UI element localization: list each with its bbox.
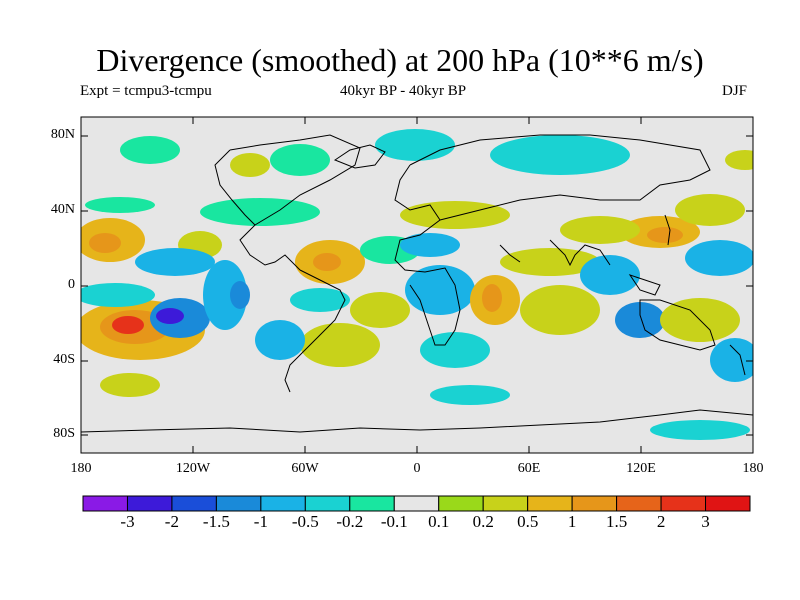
coastlines bbox=[81, 134, 753, 433]
colorbar-label: -1.5 bbox=[202, 512, 230, 531]
colorbar-swatch bbox=[571, 495, 618, 512]
lon-label-0: 0 bbox=[413, 461, 421, 476]
colorbar-swatch bbox=[82, 495, 128, 512]
lat-label-80n: 80N bbox=[50, 127, 75, 142]
colorbar-swatch bbox=[438, 495, 484, 512]
lon-label-120e: 120E bbox=[626, 461, 656, 476]
colorbar-label: 1 bbox=[567, 512, 577, 531]
colorbar-label: -2 bbox=[164, 512, 179, 531]
season-label: DJF bbox=[722, 83, 748, 99]
colorbar-label: 0.1 bbox=[428, 512, 450, 531]
colorbar-swatch bbox=[393, 495, 440, 512]
colorbar-label: 2 bbox=[656, 512, 666, 531]
colorbar-label: -0.2 bbox=[336, 512, 364, 531]
colorbar-label: 0.5 bbox=[517, 512, 539, 531]
map-ticks bbox=[81, 117, 753, 453]
colorbar-swatch bbox=[171, 495, 217, 512]
colorbar-swatch bbox=[527, 495, 573, 512]
lon-label-120w: 120W bbox=[175, 461, 211, 476]
colorbar bbox=[82, 495, 751, 512]
colorbar-label: -0.1 bbox=[380, 512, 408, 531]
lat-label-40s: 40S bbox=[53, 352, 75, 367]
colorbar-swatch bbox=[616, 495, 662, 512]
divergence-field bbox=[81, 129, 753, 440]
colorbar-label: -1 bbox=[253, 512, 268, 531]
colorbar-swatch bbox=[215, 495, 262, 512]
colorbar-label: 1.5 bbox=[605, 512, 628, 531]
colorbar-swatch bbox=[260, 495, 306, 512]
colorbar-label: 0.2 bbox=[472, 512, 494, 531]
lon-label-180w: 180 bbox=[70, 461, 92, 476]
lon-label-60w: 60W bbox=[291, 461, 319, 476]
plot-title: Divergence (smoothed) at 200 hPa (10**6 … bbox=[96, 42, 704, 78]
colorbar-label: 3 bbox=[701, 512, 710, 531]
map-field bbox=[81, 117, 753, 453]
colorbar-label: -3 bbox=[120, 512, 135, 531]
experiment-label: Expt = tcmpu3-tcmpu bbox=[80, 83, 212, 99]
colorbar-swatch bbox=[126, 495, 173, 512]
colorbar-swatch bbox=[482, 495, 529, 512]
colorbar-swatch bbox=[705, 495, 751, 512]
lat-label-0: 0 bbox=[68, 277, 75, 292]
colorbar-swatch bbox=[660, 495, 707, 512]
colorbar-label: -0.5 bbox=[291, 512, 319, 531]
period-label: 40kyr BP - 40kyr BP bbox=[340, 83, 467, 99]
lat-label-80s: 80S bbox=[53, 426, 75, 441]
lat-label-40n: 40N bbox=[50, 202, 75, 217]
lon-label-60e: 60E bbox=[517, 461, 541, 476]
colorbar-swatch bbox=[304, 495, 351, 512]
lon-label-180e: 180 bbox=[742, 461, 764, 476]
colorbar-swatch bbox=[349, 495, 395, 512]
